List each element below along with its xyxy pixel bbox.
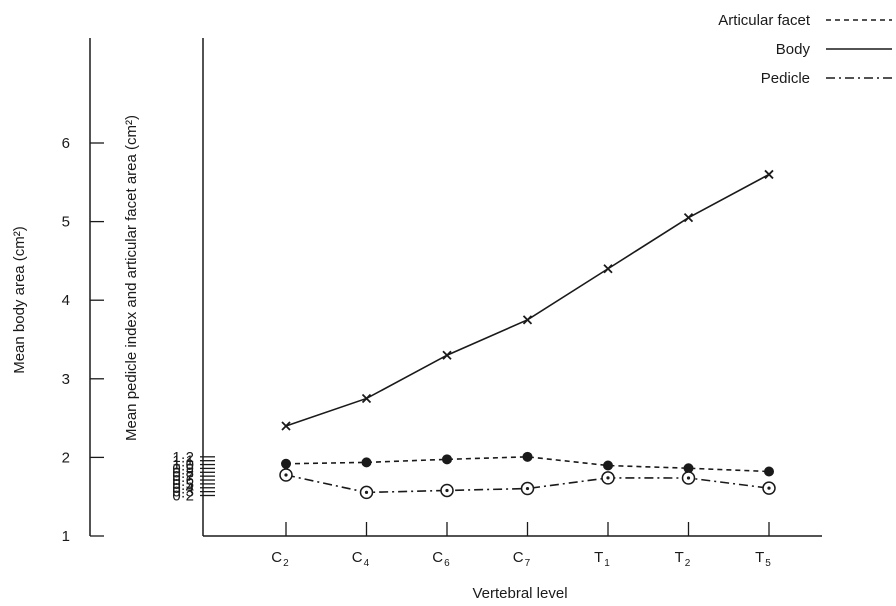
right-axis-tick-label: 0·7 bbox=[172, 468, 194, 485]
data-point-dot bbox=[364, 490, 369, 495]
data-point bbox=[522, 315, 533, 325]
x-axis: C2 C4 C6 C7 T1 T2 T5 bbox=[271, 522, 771, 569]
x-axis-tick-label: C2 bbox=[271, 549, 289, 569]
x-axis-tick-label: T2 bbox=[675, 549, 691, 569]
data-point-dot bbox=[686, 476, 691, 480]
left-axis-tick-label: 1 bbox=[62, 528, 70, 545]
x-axis-tick-label: C4 bbox=[352, 549, 370, 569]
data-point bbox=[442, 454, 452, 465]
legend: Articular facet Body Pedicle bbox=[718, 12, 892, 87]
data-point-stroke bbox=[281, 421, 291, 431]
data-point-dot bbox=[445, 488, 449, 493]
right-axis-tick-label: 0·3 bbox=[172, 484, 194, 501]
data-point bbox=[681, 471, 696, 485]
x-axis-tick-label: T5 bbox=[755, 549, 771, 569]
left-axis-tick-label: 2 bbox=[62, 449, 70, 466]
data-point-stroke bbox=[442, 350, 452, 360]
right-axis-tick-label: 0·4 bbox=[172, 480, 194, 497]
right-axis-tick-label: 0·8 bbox=[172, 464, 194, 481]
data-point bbox=[683, 463, 694, 474]
data-point-dot bbox=[284, 473, 288, 477]
data-point bbox=[603, 460, 613, 471]
data-point-stroke bbox=[764, 169, 774, 180]
x-axis-tick-label: T1 bbox=[594, 549, 610, 569]
left-axis-tick-label: 3 bbox=[62, 371, 70, 388]
data-point bbox=[440, 483, 454, 498]
data-point bbox=[361, 393, 372, 404]
data-point bbox=[603, 264, 613, 274]
right-axis-tick-label: 1·2 bbox=[172, 449, 194, 466]
right-axis-tick-label: 0·9 bbox=[172, 460, 194, 477]
series-line bbox=[285, 173, 770, 427]
right-axis-tick-label: 1·0 bbox=[172, 457, 194, 474]
right-axis: 0·20·30·40·50·60·70·80·91·01·11·2 bbox=[172, 38, 822, 537]
left-axis-tick-label: 4 bbox=[62, 292, 70, 309]
legend-label: Body bbox=[776, 41, 811, 58]
data-point bbox=[281, 458, 291, 469]
data-point-stroke bbox=[522, 315, 533, 325]
data-point bbox=[442, 350, 452, 360]
right-axis-tick-label: 0·6 bbox=[172, 472, 194, 489]
x-axis-tick-label: C6 bbox=[432, 549, 450, 569]
series-layer bbox=[279, 169, 776, 500]
data-point-dot bbox=[606, 476, 610, 480]
y-axis-title-right: Mean pedicle index and articular facet a… bbox=[123, 115, 140, 441]
data-point bbox=[522, 451, 533, 462]
left-axis-tick-label: 5 bbox=[62, 214, 70, 231]
data-point bbox=[762, 481, 776, 495]
data-point bbox=[683, 213, 694, 223]
legend-label: Articular facet bbox=[718, 12, 811, 29]
data-point-stroke bbox=[361, 393, 372, 404]
data-point bbox=[764, 466, 774, 477]
data-point bbox=[279, 468, 293, 482]
data-point-dot bbox=[767, 486, 771, 490]
data-point-stroke bbox=[603, 264, 613, 274]
x-axis-tick-label: C7 bbox=[513, 549, 531, 569]
left-axis: 1 2 3 4 5 6 bbox=[62, 38, 104, 545]
data-point-dot bbox=[525, 486, 530, 491]
data-point-stroke bbox=[683, 213, 694, 223]
data-point bbox=[359, 485, 374, 500]
right-axis-tick-label: 0·2 bbox=[172, 488, 194, 505]
data-point bbox=[520, 481, 535, 496]
legend-label: Pedicle bbox=[761, 70, 810, 87]
data-point bbox=[361, 457, 372, 468]
left-axis-tick-label: 6 bbox=[62, 135, 70, 152]
data-point bbox=[601, 471, 615, 485]
right-axis-tick-label: 1·1 bbox=[172, 453, 194, 470]
x-axis-title: Vertebral level bbox=[472, 585, 567, 602]
y-axis-title-left: Mean body area (cm²) bbox=[11, 226, 28, 374]
right-axis-tick-label: 0·5 bbox=[172, 476, 194, 493]
data-point bbox=[281, 421, 291, 431]
data-point bbox=[764, 169, 774, 180]
